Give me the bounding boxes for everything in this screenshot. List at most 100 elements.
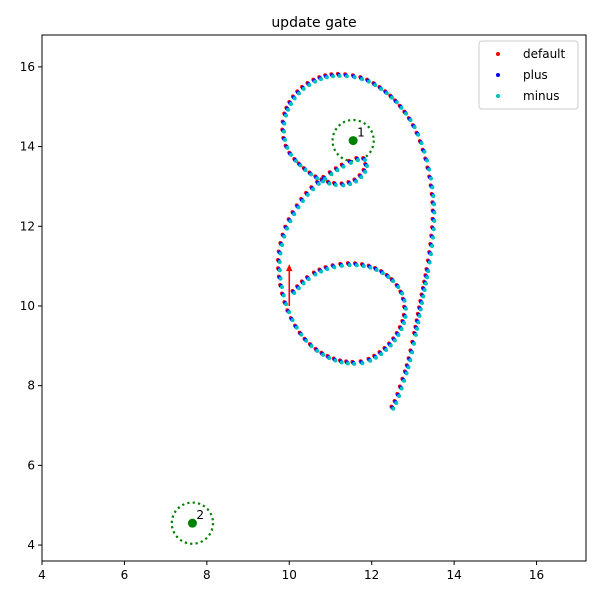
point-minus-11: [415, 326, 420, 331]
point-minus-15: [420, 300, 425, 305]
point-minus-86: [329, 172, 334, 177]
point-minus-18: [423, 281, 428, 286]
point-minus-146: [306, 277, 311, 282]
y-tick-label-8: 8: [27, 379, 35, 393]
point-minus-93: [292, 212, 297, 217]
point-minus-54: [313, 79, 318, 84]
point-minus-17: [422, 288, 427, 293]
point-minus-74: [333, 183, 338, 188]
point-minus-98: [278, 251, 283, 256]
point-minus-5: [404, 371, 409, 376]
point-minus-90: [305, 192, 310, 197]
legend-marker-plus: [496, 73, 500, 77]
point-minus-117: [352, 361, 357, 366]
point-minus-39: [404, 111, 409, 116]
point-minus-89: [311, 187, 316, 192]
point-minus-130: [402, 298, 407, 303]
gate-label-1: 1: [357, 126, 365, 140]
point-minus-126: [399, 327, 404, 332]
point-minus-97: [280, 242, 285, 247]
point-minus-140: [347, 263, 352, 268]
gate-center-2: [187, 518, 197, 528]
point-minus-53: [318, 77, 323, 82]
gate-label-2: 2: [196, 508, 204, 522]
legend: default plus minus: [478, 40, 579, 110]
point-minus-112: [321, 352, 326, 357]
point-minus-9: [412, 341, 417, 346]
point-minus-149: [292, 291, 297, 296]
point-minus-91: [300, 198, 305, 203]
point-minus-44: [379, 87, 384, 92]
point-minus-19: [425, 275, 430, 280]
point-minus-2: [397, 394, 402, 399]
point-minus-36: [416, 132, 421, 137]
point-minus-47: [360, 77, 365, 82]
legend-label-minus: minus: [523, 89, 560, 103]
point-minus-37: [412, 125, 417, 130]
point-minus-4: [402, 378, 407, 383]
point-minus-134: [386, 274, 391, 279]
point-minus-124: [392, 338, 397, 343]
gate-center-1: [348, 136, 358, 146]
point-minus-63: [282, 129, 287, 134]
point-minus-101: [278, 276, 283, 281]
point-minus-135: [380, 271, 385, 276]
point-minus-23: [430, 243, 435, 248]
point-minus-34: [422, 149, 427, 154]
point-minus-57: [296, 91, 301, 96]
point-minus-66: [289, 152, 294, 157]
point-minus-115: [339, 360, 344, 365]
point-minus-14: [418, 307, 423, 312]
point-minus-106: [290, 318, 295, 323]
point-minus-114: [333, 358, 338, 363]
point-minus-102: [279, 285, 284, 290]
gate-circle-2: [170, 501, 215, 545]
point-minus-121: [379, 352, 384, 357]
point-minus-46: [366, 79, 371, 84]
point-minus-131: [400, 291, 405, 296]
point-minus-147: [301, 281, 306, 286]
point-minus-148: [296, 286, 301, 291]
y-tick-label-12: 12: [20, 219, 35, 233]
point-minus-75: [341, 183, 346, 188]
point-minus-145: [313, 272, 318, 277]
point-minus-138: [361, 264, 366, 269]
point-minus-16: [421, 294, 426, 299]
point-minus-144: [319, 269, 324, 274]
gate-circle-1: [331, 118, 375, 163]
point-minus-48: [352, 75, 357, 80]
point-minus-83: [348, 160, 353, 165]
point-minus-61: [284, 113, 289, 118]
point-minus-60: [286, 107, 291, 112]
point-minus-51: [331, 74, 336, 79]
point-minus-81: [362, 158, 367, 163]
point-minus-35: [419, 141, 424, 146]
point-minus-33: [424, 158, 429, 163]
point-minus-0: [391, 406, 396, 411]
point-minus-79: [363, 169, 368, 174]
point-minus-100: [277, 268, 282, 273]
point-minus-95: [285, 226, 290, 231]
point-minus-45: [373, 83, 378, 88]
point-minus-109: [304, 338, 309, 343]
point-minus-71: [315, 176, 320, 181]
point-minus-73: [327, 181, 332, 186]
point-minus-104: [284, 302, 289, 307]
point-minus-27: [432, 210, 437, 215]
point-minus-43: [384, 91, 389, 96]
y-tick-label-16: 16: [20, 60, 35, 74]
point-minus-84: [341, 164, 346, 169]
point-minus-41: [394, 100, 399, 105]
point-minus-76: [348, 182, 353, 187]
point-minus-132: [396, 284, 401, 289]
point-minus-69: [303, 168, 308, 173]
point-minus-92: [296, 205, 301, 210]
point-minus-25: [431, 227, 436, 232]
x-tick-label-4: 4: [38, 568, 46, 582]
legend-label-default: default: [523, 47, 566, 61]
point-minus-64: [283, 137, 288, 142]
point-minus-127: [402, 321, 407, 326]
point-minus-77: [354, 179, 359, 184]
